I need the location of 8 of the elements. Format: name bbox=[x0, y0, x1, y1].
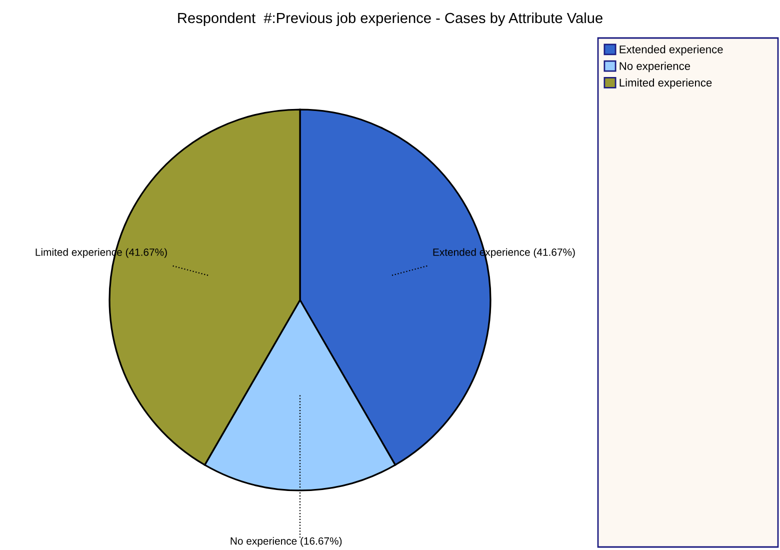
legend-label: Extended experience bbox=[620, 45, 723, 56]
slice-label: No experience bbox=[230, 537, 297, 547]
data-label: (16.67%) bbox=[300, 537, 342, 547]
chart-title: Respondent #:Previous job experience - Cases by Attribute Value bbox=[178, 12, 602, 26]
legend-label: No experience bbox=[620, 62, 690, 72]
data-label: (41.67%) bbox=[126, 248, 167, 258]
data-label: (41.67%) bbox=[534, 248, 575, 258]
legend-label: Limited experience bbox=[620, 78, 712, 89]
